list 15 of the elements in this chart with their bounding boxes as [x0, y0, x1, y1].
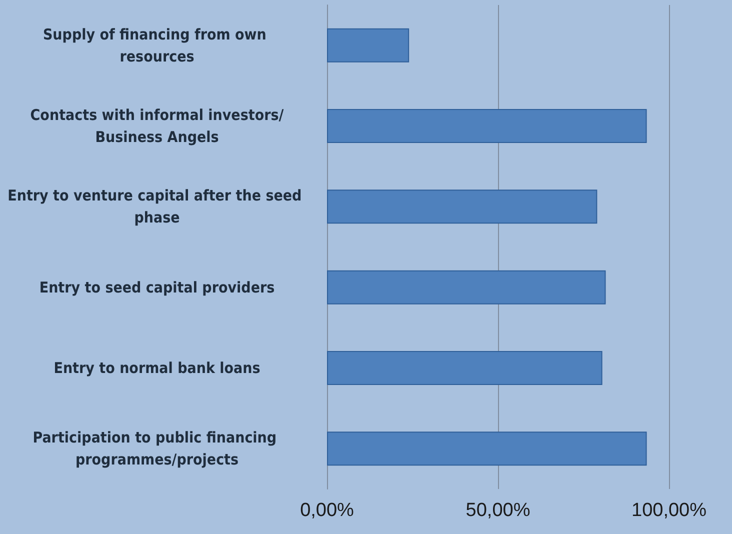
bar	[327, 28, 410, 62]
bar	[327, 351, 602, 385]
bar	[327, 270, 606, 304]
x-tick-label: 50,00%	[466, 500, 530, 521]
y-tick-label: Entry to seed capital providers	[39, 278, 275, 296]
y-tick-label: Supply of financing from own resources	[42, 25, 272, 66]
y-tick-label: Contacts with informal investors/Business Angels	[30, 106, 284, 146]
bar	[327, 432, 647, 466]
y-tick-label: Participation to public financing programmes/projects	[32, 428, 282, 469]
y-tick-label: Entry to venture capital after the seed phase	[8, 186, 306, 227]
bar	[327, 109, 647, 143]
y-tick-label: Entry to normal bank loans	[54, 359, 260, 377]
x-tick-label: 100,00%	[631, 500, 707, 521]
x-tick-label: 0,00%	[300, 500, 354, 521]
bar	[327, 190, 598, 224]
